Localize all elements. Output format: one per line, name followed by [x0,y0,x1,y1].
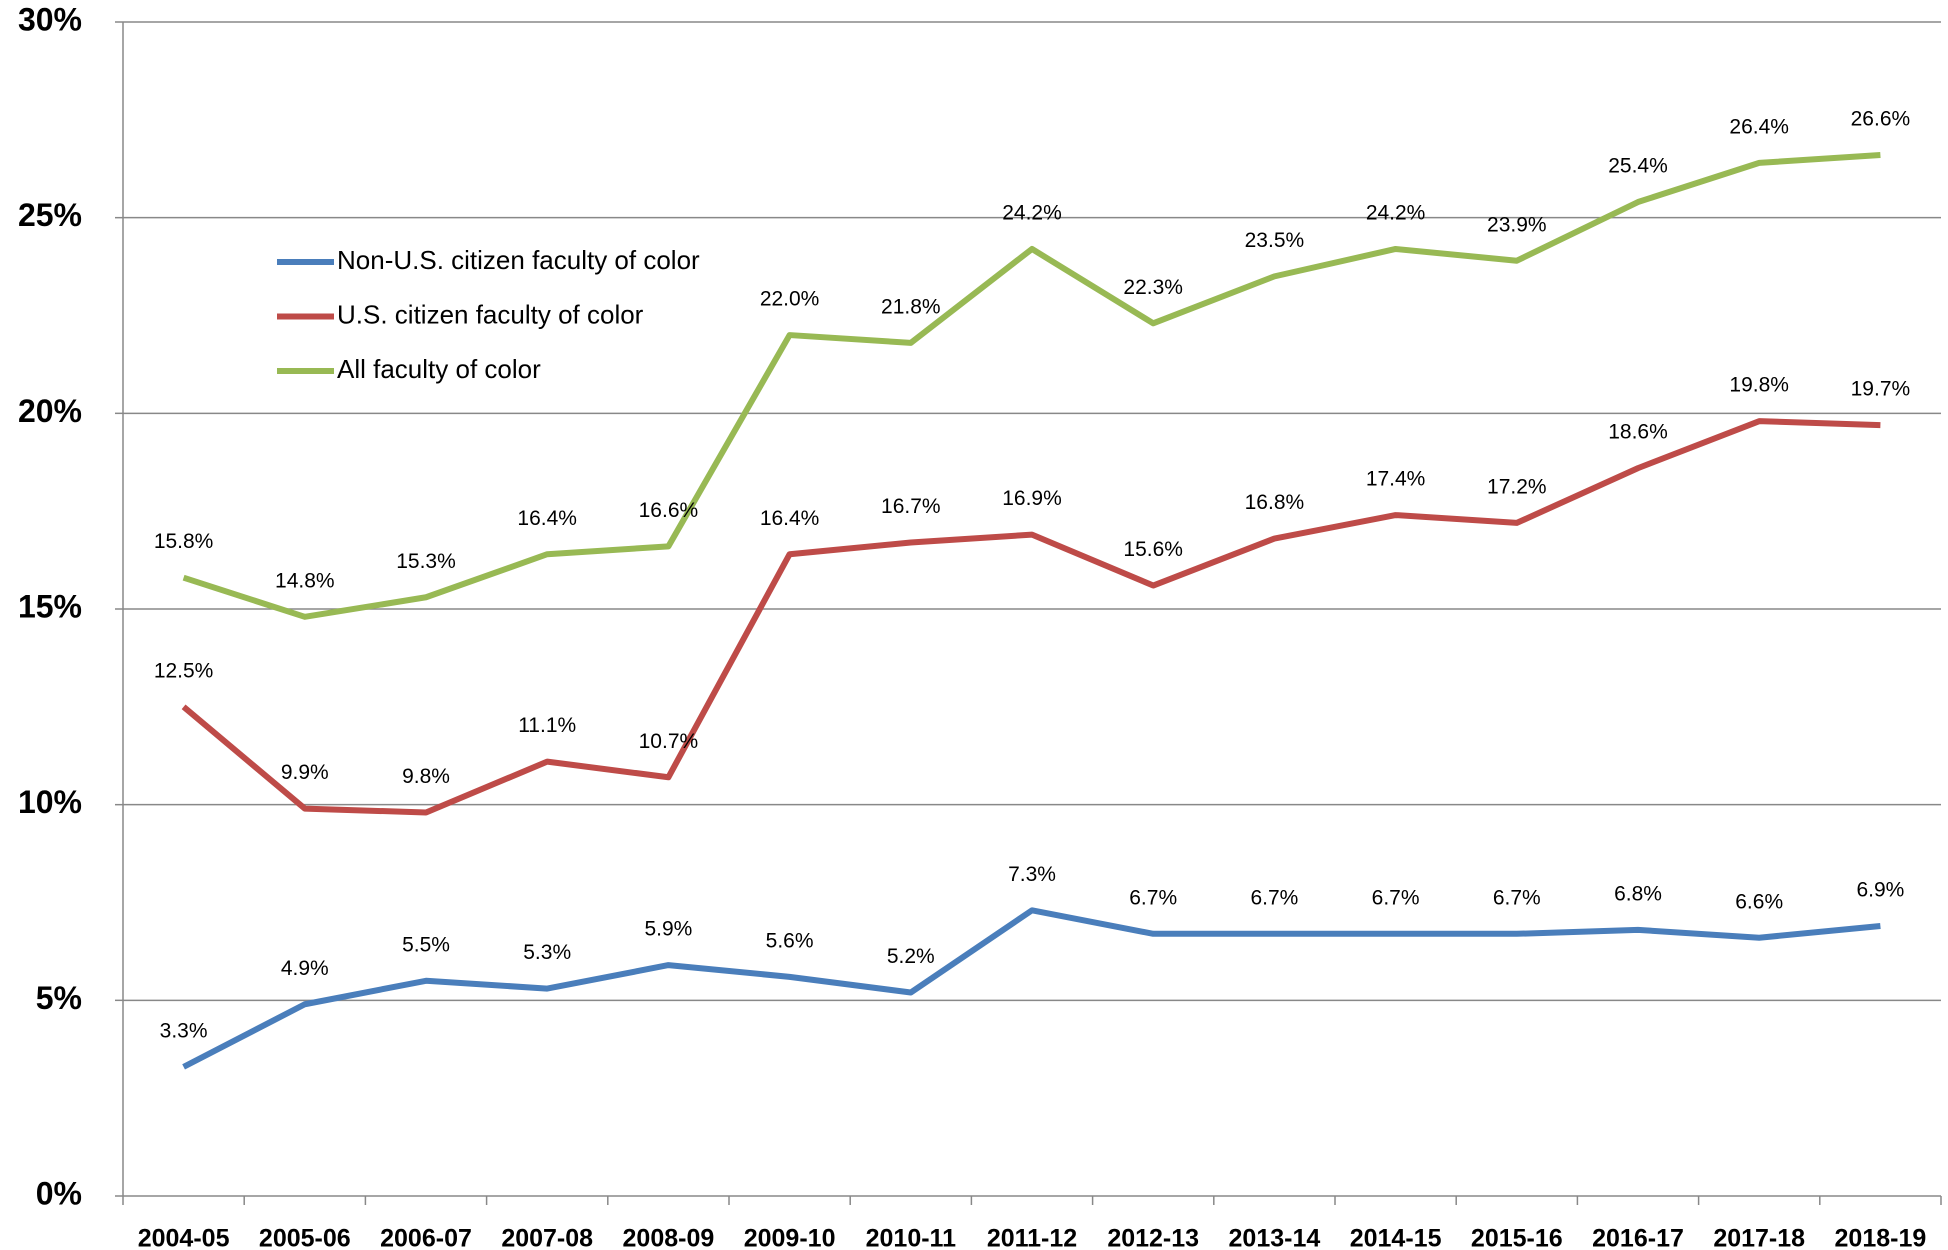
legend-label: U.S. citizen faculty of color [337,299,644,329]
data-label: 17.4% [1366,468,1426,491]
data-label: 10.7% [639,730,699,753]
x-tick-label: 2014-15 [1350,1225,1442,1250]
data-label: 6.7% [1129,886,1177,909]
data-label: 17.2% [1487,475,1547,498]
data-label: 16.7% [881,495,941,518]
x-tick-label: 2013-14 [1229,1225,1321,1250]
data-label: 19.7% [1851,378,1911,401]
y-tick-label: 0% [36,1175,82,1211]
data-label: 23.9% [1487,213,1547,236]
data-label: 5.6% [766,929,814,952]
data-label: 16.9% [1002,487,1062,510]
y-tick-label: 5% [36,980,82,1016]
data-label: 5.2% [887,945,935,968]
data-label: 22.3% [1123,276,1183,299]
data-label: 6.8% [1614,882,1662,905]
x-tick-label: 2016-17 [1592,1225,1684,1250]
data-label: 14.8% [275,569,335,592]
data-label: 23.5% [1245,229,1305,252]
x-tick-label: 2007-08 [501,1225,593,1250]
data-label: 5.9% [644,918,692,941]
data-label: 15.6% [1123,538,1183,561]
data-label: 16.6% [639,499,699,522]
series-line [182,907,1881,1070]
data-label: 3.3% [160,1019,208,1042]
data-label: 6.7% [1372,886,1420,909]
x-tick-label: 2008-09 [623,1225,715,1250]
x-tick-label: 2012-13 [1107,1225,1199,1250]
data-label: 6.6% [1735,890,1783,913]
x-tick-label: 2006-07 [380,1225,472,1250]
data-label: 19.8% [1729,374,1789,397]
data-label: 7.3% [1008,863,1056,886]
y-tick-label: 30% [18,1,82,37]
data-label: 6.9% [1856,879,1904,902]
data-label: 5.3% [523,941,571,964]
y-tick-label: 15% [18,588,82,624]
data-label: 6.7% [1493,886,1541,909]
x-tick-label: 2004-05 [138,1225,230,1250]
data-label: 12.5% [154,659,214,682]
data-label: 5.5% [402,933,450,956]
data-label: 26.4% [1729,115,1789,138]
x-tick-label: 2010-11 [866,1225,956,1250]
data-label: 9.8% [402,765,450,788]
x-tick-label: 2015-16 [1471,1225,1563,1250]
data-label: 22.0% [760,288,820,311]
y-tick-label: 10% [18,784,82,820]
x-tick-label: 2005-06 [259,1225,351,1250]
data-label: 24.2% [1366,202,1426,225]
data-label: 25.4% [1608,155,1668,178]
x-tick-label: 2011-12 [987,1225,1077,1250]
data-label: 16.4% [760,507,820,530]
data-label: 16.4% [517,507,577,530]
legend-label: All faculty of color [337,354,541,384]
data-label: 6.7% [1250,886,1298,909]
data-label: 11.1% [518,714,576,737]
data-label: 21.8% [881,295,941,318]
legend-label: Non-U.S. citizen faculty of color [337,245,700,275]
data-label: 18.6% [1608,421,1668,444]
data-label: 24.2% [1002,202,1062,225]
data-label: 9.9% [281,761,329,784]
x-tick-label: 2009-10 [744,1225,836,1250]
data-label: 15.8% [154,530,214,553]
series-line [181,418,1881,816]
y-tick-label: 20% [18,393,82,429]
x-tick-label: 2017-18 [1713,1225,1805,1250]
y-tick-label: 25% [18,197,82,233]
data-label: 4.9% [281,957,329,980]
data-label: 26.6% [1851,108,1911,131]
series-line [182,152,1881,620]
data-label: 16.8% [1245,491,1305,514]
data-label: 15.3% [396,550,456,573]
x-tick-label: 2018-19 [1835,1225,1927,1250]
